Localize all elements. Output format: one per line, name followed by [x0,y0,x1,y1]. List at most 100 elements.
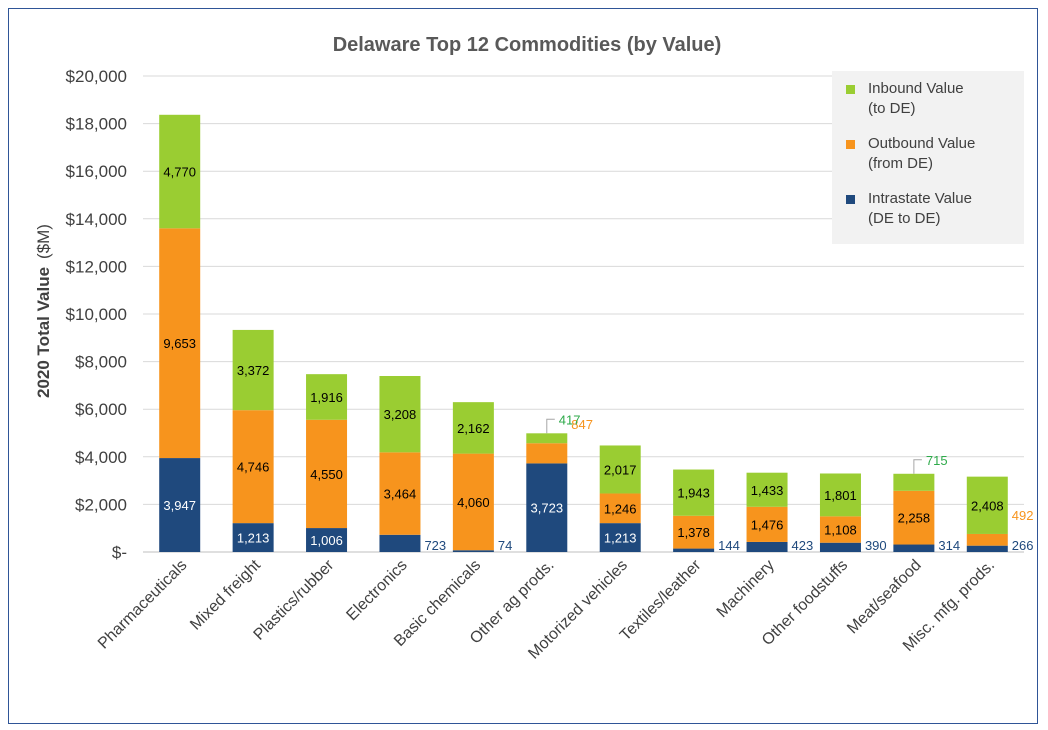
data-label-inbound: 417 [559,412,581,427]
data-label-intrastate: 3,723 [531,501,564,516]
data-label-inbound: 1,801 [824,488,857,503]
data-label-outbound: 3,464 [384,487,417,502]
y-axis-ticks: $- $2,000 $4,000 $6,000 $8,000 $10,000 $12,000… [66,67,127,562]
data-label-intrastate: 266 [1012,538,1034,553]
legend-swatch-intrastate [846,195,855,204]
legend-label-intrastate-line2: (DE to DE) [868,210,941,227]
data-label-outbound: 1,246 [604,501,637,516]
bar-segment-inbound [893,473,935,491]
data-label-inbound: 1,433 [751,483,784,498]
bar-segment-intrastate [452,550,494,552]
bar-segment-outbound [966,533,1008,546]
y-tick-label: $18,000 [66,115,127,134]
data-label-outbound: 1,476 [751,517,784,532]
y-axis-label-main: 2020 Total Value [34,267,53,398]
bar-segment-inbound [232,329,274,411]
bar-segment-intrastate [746,541,788,552]
data-label-intrastate: 314 [938,538,960,553]
bar-segment-intrastate [159,458,201,552]
data-label-intrastate: 1,213 [604,531,637,546]
legend-swatch-outbound [846,140,855,149]
data-label-outbound: 1,378 [677,525,710,540]
data-label-inbound: 1,916 [310,390,343,405]
legend-label-inbound: Inbound Value [868,80,964,97]
legend-label-intrastate: Intrastate Value [868,190,972,207]
data-label-leader [913,459,922,474]
x-tick-label: Electronics [343,557,410,624]
data-label-inbound: 2,017 [604,462,637,477]
bar-segment-inbound [819,473,861,517]
legend-background [832,71,1024,244]
data-label-outbound: 9,653 [163,336,196,351]
x-tick-label: Pharmaceuticals [95,557,191,653]
bar-segment-outbound [746,506,788,542]
bar-segment-intrastate [232,523,274,552]
bar-segment-outbound [232,410,274,524]
bar-segment-inbound [379,375,421,453]
y-tick-label: $- [112,543,127,562]
bar-segment-inbound [746,472,788,507]
y-tick-label: $6,000 [75,400,127,419]
data-label-inbound: 1,943 [677,486,710,501]
legend-swatch-inbound [846,85,855,94]
legend: Inbound Value (to DE) Outbound Value (from … [832,71,1024,244]
y-tick-label: $4,000 [75,448,127,467]
data-label-outbound: 492 [1012,508,1034,523]
bar-segment-outbound [599,493,641,524]
y-axis-label-unit: ($M) [34,224,53,259]
data-label-intrastate: 723 [424,538,446,553]
bar-segment-outbound [526,443,568,464]
data-label-outbound: 847 [571,417,593,432]
data-label-intrastate: 390 [865,538,887,553]
bar-segment-intrastate [599,523,641,552]
x-tick-label: Mixed freight [187,556,264,633]
data-label-outbound: 4,550 [310,467,343,482]
legend-label-outbound: Outbound Value [868,135,975,152]
data-label-outbound: 4,060 [457,495,490,510]
bar-segment-intrastate [966,545,1008,552]
y-tick-label: $2,000 [75,495,127,514]
data-label-outbound: 1,108 [824,523,857,538]
bar-segment-inbound [159,114,201,229]
bar-segment-inbound [452,402,494,454]
legend-label-outbound-line2: (from DE) [868,155,933,172]
data-label-leader [546,418,555,434]
x-tick-label: Meat/seafood [844,557,925,638]
bar-segment-outbound [819,516,861,543]
data-label-inbound: 3,208 [384,407,417,422]
data-label-intrastate: 1,213 [237,531,270,546]
legend-label-inbound-line2: (to DE) [868,100,916,117]
bar-segment-intrastate [893,544,935,552]
data-label-inbound: 2,408 [971,498,1004,513]
y-tick-label: $10,000 [66,305,127,324]
data-label-inbound: 4,770 [163,165,196,180]
data-label-intrastate: 423 [792,538,814,553]
bar-segment-intrastate [526,463,568,552]
y-tick-label: $14,000 [66,210,127,229]
y-tick-label: $12,000 [66,257,127,276]
data-labels: 3,947 9,653 4,770 1,213 4,746 3,372 1,006 4,550… [163,165,1033,553]
bar-segment-outbound [452,453,494,551]
data-label-intrastate: 144 [718,538,740,553]
y-tick-label: $8,000 [75,353,127,372]
stacked-bar-chart: Delaware Top 12 Commodities (by Value) 2… [34,34,1033,663]
bar-segment-outbound [673,515,715,549]
chart-title: Delaware Top 12 Commodities (by Value) [333,34,722,56]
bars [159,114,1008,552]
data-label-intrastate: 74 [498,538,512,553]
bar-segment-inbound [526,433,568,444]
y-tick-label: $16,000 [66,162,127,181]
data-label-inbound: 715 [926,453,948,468]
bar-segment-outbound [159,228,201,459]
data-label-inbound: 2,162 [457,421,490,436]
data-label-outbound: 4,746 [237,460,270,475]
data-label-intrastate: 1,006 [310,533,343,548]
x-tick-label: Plastics/rubber [251,556,338,643]
data-label-intrastate: 3,947 [163,498,196,513]
bar-segment-outbound [306,419,348,529]
bar-segment-inbound [599,445,641,494]
bar-segment-outbound [379,452,421,535]
chart-frame: Delaware Top 12 Commodities (by Value) 2… [8,8,1038,724]
bar-segment-inbound [966,476,1008,534]
